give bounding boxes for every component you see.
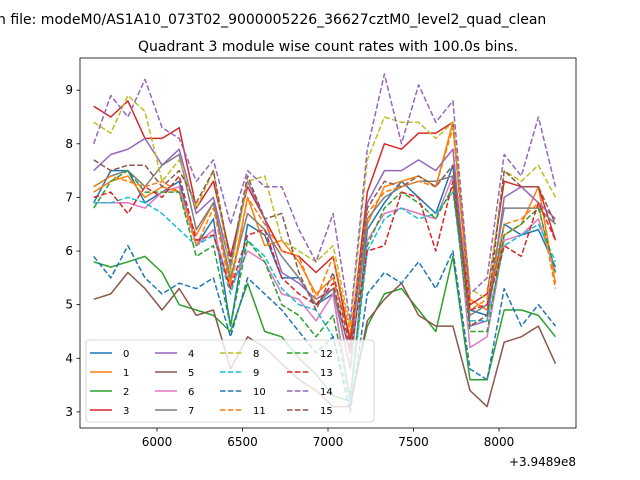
series-line-13 [93, 175, 557, 354]
x-tick-label-7500: 7500 [398, 435, 429, 449]
figure-suptitle: n file: modeM0/AS1A10_073T02_9000005226_… [0, 12, 546, 28]
legend-label-15: 15 [320, 406, 333, 417]
x-axis-offset-label: +3.9489e8 [509, 455, 576, 469]
series-line-6 [93, 175, 557, 402]
series-line-12 [93, 169, 557, 397]
series-line-8 [93, 94, 557, 327]
legend-label-1: 1 [123, 368, 129, 379]
x-tick-label-7000: 7000 [313, 435, 344, 449]
legend-label-9: 9 [253, 368, 259, 379]
legend-label-13: 13 [320, 368, 333, 379]
y-tick-label-5: 5 [65, 298, 73, 312]
legend-label-7: 7 [188, 406, 194, 417]
series-line-7 [93, 153, 557, 370]
y-tick-label-4: 4 [65, 351, 73, 365]
y-tick-label-6: 6 [65, 244, 73, 258]
series-line-4 [93, 137, 557, 354]
legend-label-0: 0 [123, 349, 129, 360]
legend-label-6: 6 [188, 387, 194, 398]
series-line-15 [93, 159, 557, 349]
legend-label-14: 14 [320, 387, 333, 398]
y-axis: 3 4 5 6 7 8 9 [65, 83, 80, 419]
series-line-11 [93, 126, 557, 333]
series-line-14 [92, 73, 557, 322]
chart-title: Quadrant 3 module wise count rates with … [138, 39, 518, 55]
y-tick-label-9: 9 [65, 83, 73, 97]
legend-label-10: 10 [253, 387, 266, 398]
legend-box [85, 339, 375, 423]
legend-label-5: 5 [188, 368, 194, 379]
series-line-3 [93, 100, 557, 343]
y-tick-label-8: 8 [65, 137, 73, 151]
legend-label-8: 8 [253, 349, 259, 360]
y-tick-label-3: 3 [65, 405, 73, 419]
legend-label-2: 2 [123, 387, 129, 398]
legend-label-12: 12 [320, 349, 333, 360]
x-tick-label-6000: 6000 [142, 435, 173, 449]
legend-label-11: 11 [253, 406, 266, 417]
x-axis: 6000 6500 7000 7500 8000 [142, 428, 515, 449]
series-line-10 [93, 244, 557, 413]
x-tick-label-6500: 6500 [227, 435, 258, 449]
legend-label-4: 4 [188, 349, 194, 360]
legend-label-3: 3 [123, 406, 129, 417]
y-tick-label-7: 7 [65, 190, 73, 204]
x-tick-label-8000: 8000 [484, 435, 515, 449]
series-line-9 [93, 191, 557, 402]
